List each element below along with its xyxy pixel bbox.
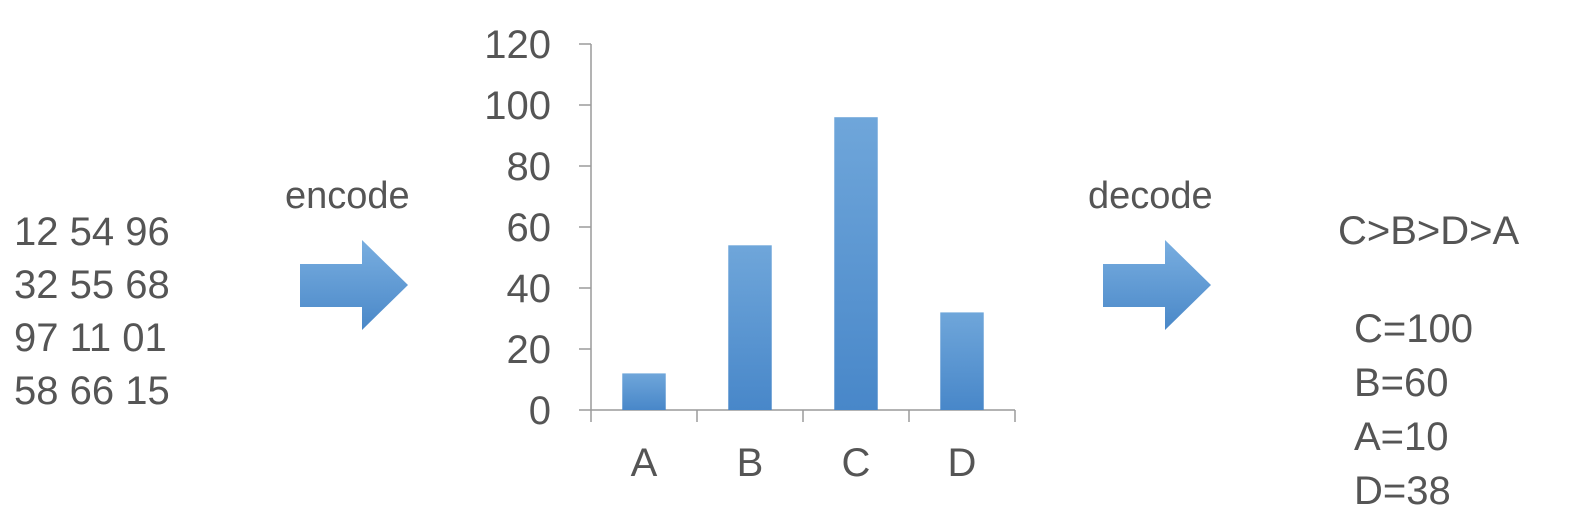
result-value: D=38	[1354, 469, 1451, 513]
encode-arrow-icon	[300, 240, 408, 330]
x-tick-label: B	[737, 441, 764, 485]
decode-label: decode	[1088, 175, 1213, 217]
y-tick-label: 20	[507, 328, 552, 372]
decode-arrow-icon	[1103, 240, 1211, 330]
x-tick-label: C	[842, 441, 871, 485]
x-tick-label: D	[948, 441, 977, 485]
result-values: C=100 B=60 A=10 D=38	[1354, 302, 1473, 518]
y-tick-label: 100	[484, 84, 551, 128]
y-tick-label: 40	[507, 267, 552, 311]
input-matrix: 12 54 96 32 55 68 97 11 01 58 66 15	[14, 206, 170, 418]
y-tick-label: 0	[529, 389, 551, 433]
encode-label: encode	[285, 175, 410, 217]
result-value: A=10	[1354, 415, 1449, 459]
y-tick-label: 80	[507, 145, 552, 189]
bar-D	[940, 312, 984, 410]
matrix-row: 32 55 68	[14, 263, 170, 307]
y-tick-label: 60	[507, 206, 552, 250]
y-tick-label: 120	[484, 23, 551, 67]
result-value: B=60	[1354, 361, 1449, 405]
bar-C	[834, 117, 878, 410]
result-value: C=100	[1354, 307, 1473, 351]
result-order: C>B>D>A	[1338, 209, 1520, 253]
bar-B	[728, 245, 772, 410]
matrix-row: 58 66 15	[14, 369, 170, 413]
matrix-row: 97 11 01	[14, 316, 167, 360]
bar-A	[622, 373, 666, 410]
x-tick-label: A	[631, 441, 658, 485]
matrix-row: 12 54 96	[14, 210, 170, 254]
